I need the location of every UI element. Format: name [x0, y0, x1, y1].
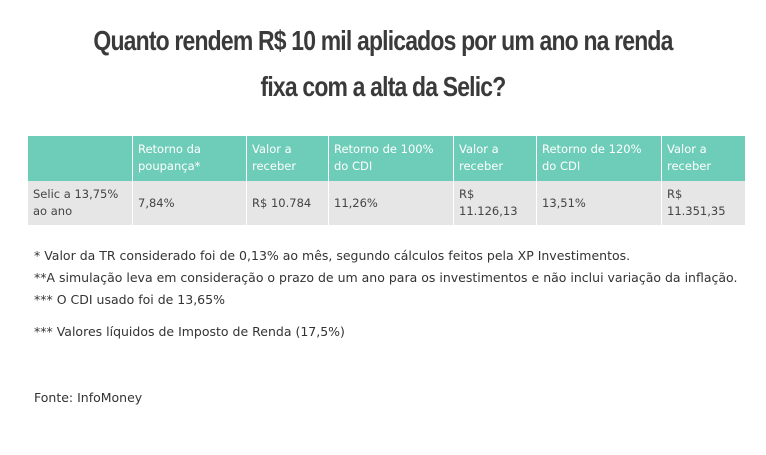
header-cell: [28, 136, 133, 181]
footnote-cdi: *** O CDI usado foi de 13,65%: [34, 292, 225, 307]
row-label: Selic a 13,75% ao ano: [28, 181, 133, 225]
table-cell: R$ 11.126,13: [453, 181, 537, 225]
table-cell: R$ 11.351,35: [661, 181, 745, 225]
table-row: Selic a 13,75% ao ano 7,84% R$ 10.784 11…: [28, 181, 745, 225]
page-title: Quanto rendem R$ 10 mil aplicados por um…: [69, 18, 697, 110]
title-line-2: fixa com a alta da Selic?: [260, 71, 507, 102]
table-cell: 13,51%: [536, 181, 662, 225]
table-cell: 7,84%: [132, 181, 247, 225]
table-header-row: Retorno da poupança* Valor a receber Ret…: [28, 136, 745, 181]
title-line-1: Quanto rendem R$ 10 mil aplicados por um…: [93, 25, 673, 56]
source: Fonte: InfoMoney: [34, 390, 143, 405]
header-cell: Retorno da poupança*: [132, 136, 247, 181]
header-cell: Retorno de 100% do CDI: [328, 136, 454, 181]
header-cell: Valor a receber: [246, 136, 329, 181]
table-cell: R$ 10.784: [246, 181, 329, 225]
table-cell: 11,26%: [328, 181, 454, 225]
footnote-simulation: **A simulação leva em consideração o pra…: [34, 270, 738, 285]
footnote-tax: *** Valores líquidos de Imposto de Renda…: [34, 324, 345, 339]
footnote-tr: * Valor da TR considerado foi de 0,13% a…: [34, 248, 631, 263]
returns-table: Retorno da poupança* Valor a receber Ret…: [28, 136, 745, 225]
header-cell: Valor a receber: [453, 136, 537, 181]
header-cell: Valor a receber: [661, 136, 745, 181]
header-cell: Retorno de 120% do CDI: [536, 136, 662, 181]
